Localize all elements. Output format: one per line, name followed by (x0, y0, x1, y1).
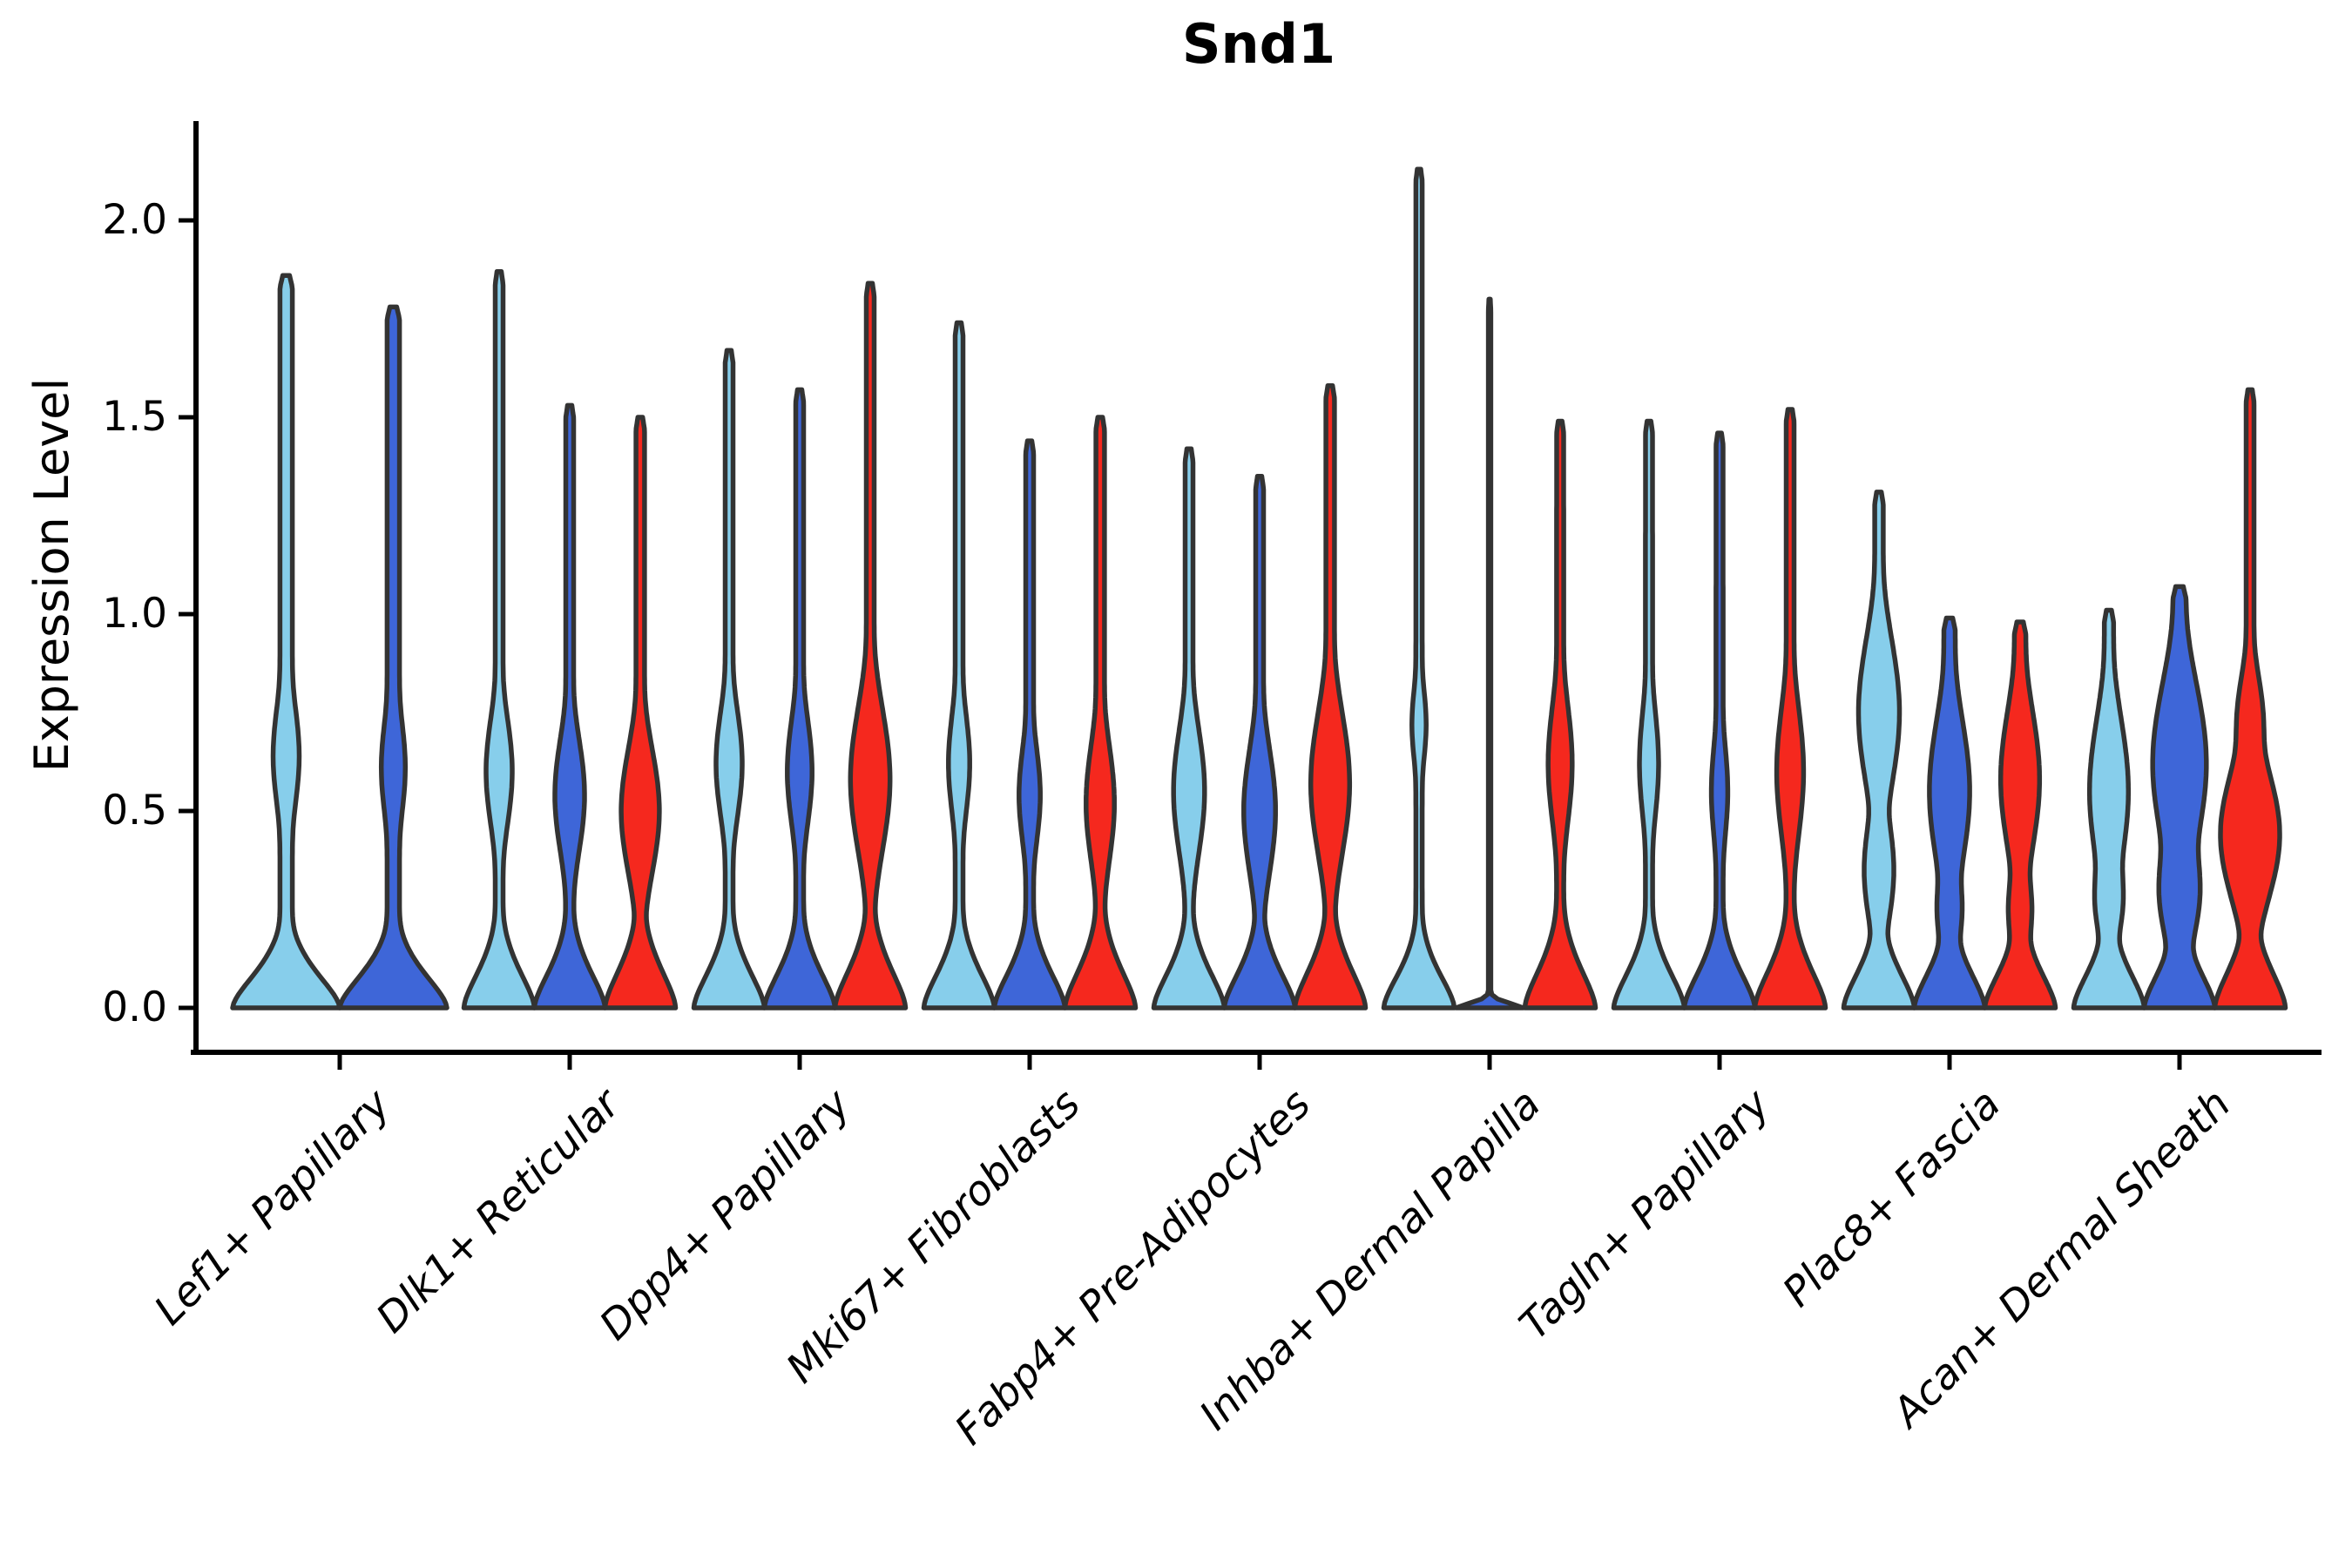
violin-6-split-2 (1752, 407, 1828, 1010)
violin-5-split-1 (1453, 296, 1526, 1010)
violin-8-split-1 (2141, 584, 2218, 1010)
violin-1-split-0 (461, 269, 537, 1010)
y-tick-label-2.0: 2.0 (102, 196, 167, 244)
chart-title: Snd1 (1181, 12, 1336, 76)
violin-4-split-2 (1292, 383, 1369, 1010)
violin-5-split-2 (1522, 418, 1598, 1010)
violin-8-split-0 (2071, 607, 2147, 1010)
y-tick-label-1.0: 1.0 (102, 590, 167, 638)
violin-0-split-0 (230, 273, 342, 1010)
violin-0-split-1 (337, 304, 449, 1010)
violin-4-split-0 (1151, 446, 1227, 1010)
y-tick-label-1.5: 1.5 (102, 393, 167, 441)
y-tick-label-0.5: 0.5 (102, 787, 167, 835)
violin-3-split-2 (1062, 415, 1139, 1010)
violin-3-split-1 (991, 438, 1068, 1010)
violin-1-split-2 (602, 415, 679, 1010)
violin-2-split-2 (832, 280, 909, 1010)
violin-8-split-2 (2212, 387, 2288, 1010)
violin-3-split-0 (921, 320, 997, 1010)
violin-1-split-1 (531, 402, 608, 1010)
violin-6-split-1 (1681, 430, 1758, 1010)
violin-2-split-1 (761, 387, 838, 1010)
violin-7-split-2 (1982, 619, 2058, 1010)
violin-6-split-0 (1611, 418, 1687, 1010)
violin-4-split-1 (1221, 474, 1298, 1010)
violin-5-split-0 (1381, 166, 1457, 1010)
violin-7-split-0 (1841, 490, 1917, 1010)
violin-7-split-1 (1911, 615, 1988, 1010)
y-tick-label-0.0: 0.0 (102, 983, 167, 1031)
violin-2-split-0 (691, 348, 767, 1010)
